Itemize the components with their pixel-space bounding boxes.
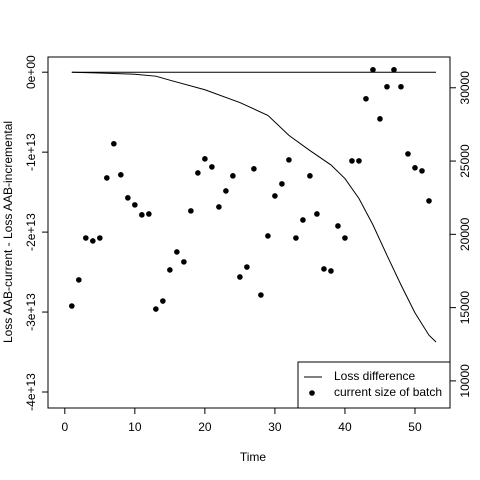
batch-point [216, 204, 222, 210]
batch-point [377, 116, 383, 122]
batch-point [279, 181, 285, 187]
batch-point [300, 217, 306, 223]
x-tick-label: 40 [338, 420, 352, 434]
x-tick-label: 0 [61, 420, 68, 434]
batch-point [97, 235, 103, 241]
batch-point [69, 303, 75, 309]
x-axis-label: Time [240, 450, 267, 464]
batch-point [391, 66, 397, 73]
y-tick-label: -4e+13 [24, 373, 38, 411]
y2-tick-label: 25000 [458, 144, 472, 178]
y-tick-label: -1e+13 [24, 133, 38, 171]
batch-point [230, 173, 236, 179]
loss-line [71, 71, 437, 343]
batch-point [125, 195, 131, 201]
y-tick-label: -3e+13 [24, 293, 38, 331]
batch-point [328, 268, 334, 274]
y2-tick-label: 20000 [458, 217, 472, 251]
batch-point [139, 212, 145, 218]
batch-point [405, 151, 411, 157]
batch-point [202, 156, 208, 162]
batch-point [272, 193, 278, 199]
batch-point [209, 164, 215, 170]
y2-tick-label: 10000 [458, 364, 472, 398]
batch-point [321, 266, 327, 272]
batch-point [76, 277, 82, 283]
y2-tick-label: 15000 [458, 291, 472, 325]
legend-label: current size of batch [334, 385, 442, 399]
batch-point [265, 233, 271, 239]
batch-point [370, 66, 376, 73]
batch-point [111, 140, 117, 147]
batch-point [286, 157, 292, 163]
x-tick-label: 10 [128, 420, 142, 434]
batch-point [426, 198, 432, 204]
y-tick-label: 0e+00 [24, 55, 38, 89]
batch-point [251, 166, 257, 172]
batch-point [174, 249, 180, 255]
batch-point [118, 172, 124, 178]
batch-point [384, 83, 390, 90]
batch-point [223, 188, 229, 194]
batch-point [412, 164, 418, 171]
legend-symbol [309, 390, 315, 396]
y-tick-label: -2e+13 [24, 213, 38, 251]
batch-point [181, 259, 187, 265]
batch-point [90, 238, 96, 244]
batch-point [146, 211, 152, 217]
batch-point [307, 173, 313, 179]
batch-point [356, 158, 362, 164]
batch-point [167, 267, 173, 273]
batch-point [153, 306, 159, 312]
batch-point [132, 202, 138, 208]
x-tick-label: 20 [198, 420, 212, 434]
batch-point [188, 208, 194, 214]
batch-point [258, 292, 264, 298]
batch-point [335, 223, 341, 229]
legend-label: Loss difference [334, 369, 415, 383]
batch-point [293, 235, 299, 241]
y2-tick-label: 30000 [458, 71, 472, 105]
batch-point [244, 264, 250, 270]
x-tick-label: 30 [268, 420, 282, 434]
batch-point [104, 175, 110, 181]
legend-box [297, 361, 451, 409]
plot-box [47, 56, 451, 409]
batch-point [237, 274, 243, 280]
x-tick-label: 50 [408, 420, 422, 434]
batch-point [160, 298, 166, 304]
y-axis-label: Loss AAB-current - Loss AAB-incremental [1, 121, 15, 343]
batch-point [398, 83, 404, 90]
batch-point [363, 95, 369, 102]
batch-point [195, 170, 201, 176]
batch-point [419, 168, 425, 174]
batch-point [314, 211, 320, 217]
batch-point [83, 235, 89, 241]
batch-point [342, 235, 348, 241]
batch-point [349, 158, 355, 164]
